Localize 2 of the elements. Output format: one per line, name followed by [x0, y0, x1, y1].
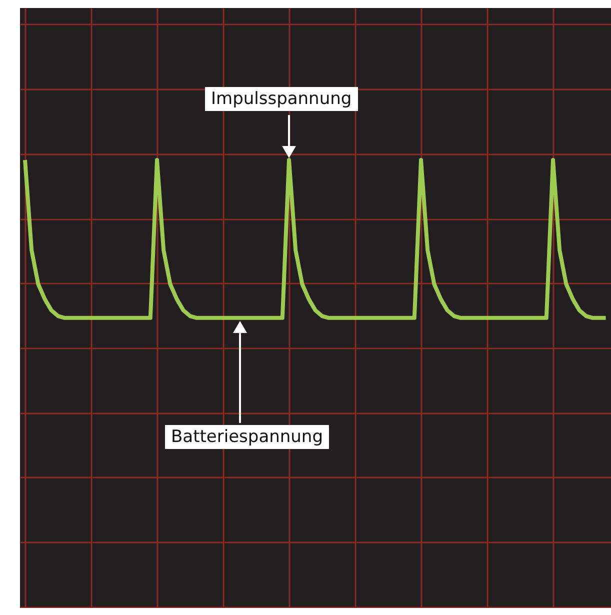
text: Batteriespannung	[165, 425, 329, 449]
text: Impulsspannung	[205, 87, 358, 111]
